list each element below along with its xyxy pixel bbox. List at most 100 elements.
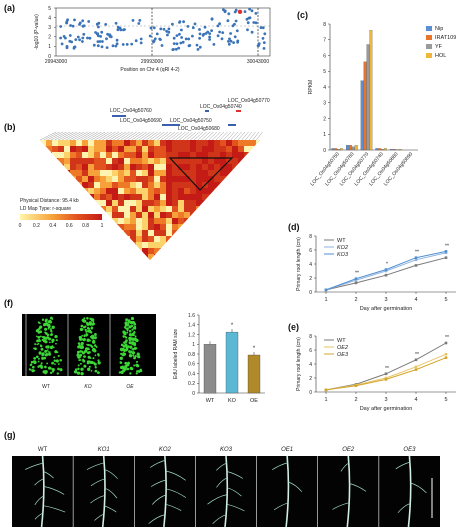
manhattan-ytick-label: 0 (48, 54, 51, 60)
ld-cell (148, 224, 154, 230)
edu-signal (83, 317, 86, 320)
ld-cell (82, 176, 88, 182)
ld-cell (40, 146, 46, 152)
edu-signal (51, 325, 55, 329)
ld-cell (160, 212, 166, 218)
ld-cell (160, 242, 166, 248)
ld-cell (196, 218, 202, 224)
ld-cell (124, 188, 130, 194)
ld-cell (142, 140, 148, 146)
ld-cell (46, 254, 52, 260)
snp-connector (76, 131, 92, 141)
edu-signal (129, 345, 133, 349)
ld-scale-label: 0 (19, 223, 22, 229)
ld-cell (88, 200, 94, 206)
edu-signal (88, 321, 92, 325)
ld-cell (88, 236, 94, 242)
ld-cell (244, 194, 250, 200)
manhattan-point (172, 36, 176, 40)
rpkm-ytick-label: 8 (323, 22, 326, 28)
snp-connector (171, 131, 183, 141)
ld-cell (190, 230, 196, 236)
ld-cell (46, 152, 52, 158)
ld-cell (166, 200, 172, 206)
ld-cell (208, 206, 214, 212)
ld-cell (130, 158, 136, 164)
edu-signal (59, 368, 63, 372)
manhattan-point (119, 28, 123, 32)
ld-cell (142, 230, 148, 236)
ld-cell (220, 176, 226, 182)
ld-cell (142, 146, 148, 152)
snp-connector (204, 131, 214, 141)
ld-cell (106, 194, 112, 200)
ld-cell (124, 218, 130, 224)
edu-bar (225, 331, 239, 394)
snp-connector (256, 131, 263, 141)
ld-cell (214, 146, 220, 152)
manhattan-point (138, 19, 142, 22)
root-lateral (273, 502, 289, 511)
ld-cell (172, 224, 178, 230)
ld-cell (148, 158, 154, 164)
root-label: KO2 (159, 447, 172, 453)
ld-cell (40, 224, 46, 230)
ld-cell (160, 188, 166, 194)
ld-cell (88, 152, 94, 158)
ld-cell (232, 158, 238, 164)
ld-cell (40, 188, 46, 194)
root-lateral (104, 487, 118, 499)
edu-signal (41, 357, 45, 360)
ld-cell (232, 206, 238, 212)
manhattan-point (96, 34, 100, 38)
ld-cell (154, 164, 160, 170)
ld-cell (76, 248, 82, 254)
manhattan-xtick-2: 29993000 (141, 59, 163, 65)
ld-cell (232, 152, 238, 158)
edu-signal (123, 348, 127, 352)
ld-cell (118, 188, 124, 194)
manhattan-point (167, 27, 171, 31)
ld-cell (148, 188, 154, 194)
edu-signal (81, 334, 84, 337)
ld-cell (94, 188, 100, 194)
oe-xtick-label: 2 (354, 397, 357, 403)
edu-signal (52, 346, 55, 349)
gene-label-1: LOC_Os04g50740 (200, 104, 242, 110)
root-lateral (165, 488, 187, 498)
ko-xtick-label: 4 (414, 297, 417, 303)
ld-cell (64, 140, 70, 146)
ld-cell (106, 254, 112, 260)
edu-signal (45, 345, 49, 349)
ld-cell (244, 248, 250, 254)
rpkm-bar (363, 61, 367, 151)
edu-signal (125, 336, 128, 339)
ld-cell (214, 248, 220, 254)
edu-signal (83, 364, 87, 368)
edu-category-label: WT (206, 398, 215, 404)
ld-cell (130, 200, 136, 206)
ld-cell (130, 224, 136, 230)
ld-cell (220, 200, 226, 206)
edu-signal (54, 363, 56, 365)
ld-cell (82, 248, 88, 254)
manhattan-point (78, 38, 81, 42)
ld-cell (70, 236, 76, 242)
ld-cell (214, 152, 220, 158)
ld-cell (46, 140, 52, 146)
edu-ytick-label: 0.8 (188, 352, 195, 358)
manhattan-point (166, 33, 169, 37)
snp-connector (234, 131, 242, 141)
edu-signal (85, 321, 89, 325)
ld-cell (118, 254, 124, 260)
snp-connector (219, 131, 228, 141)
ld-cell (214, 200, 220, 206)
ld-cell (214, 194, 220, 200)
ld-cell (232, 182, 238, 188)
ld-cell (70, 254, 76, 260)
snp-connector (208, 131, 218, 141)
ld-cell (118, 242, 124, 248)
panel-label-b: (b) (4, 122, 16, 132)
manhattan-point (73, 18, 76, 22)
ld-cell (250, 176, 256, 182)
